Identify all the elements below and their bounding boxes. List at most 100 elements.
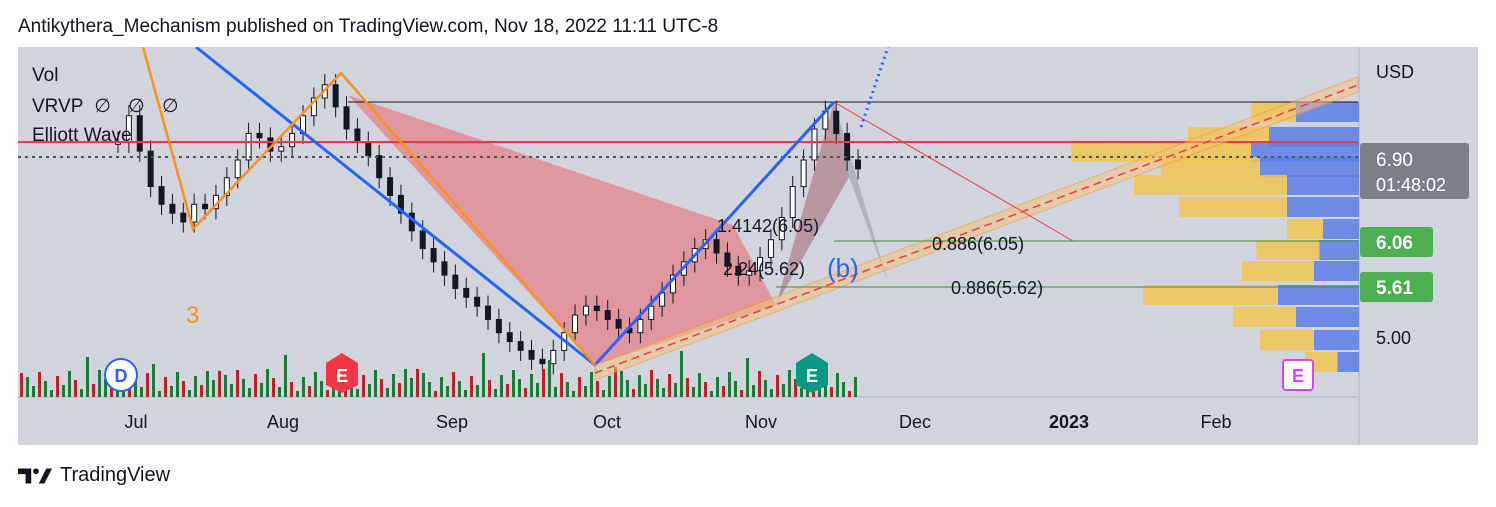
volume-profile-down bbox=[1179, 197, 1287, 217]
x-tick-label: Nov bbox=[745, 412, 777, 432]
price-chart[interactable]: 1.4142(6.05) 2.24(5.62) 0.886(6.05) 0.886(5… bbox=[18, 47, 1478, 445]
volume-bar bbox=[506, 384, 509, 397]
volume-bar bbox=[320, 381, 323, 397]
volume-bar bbox=[170, 386, 173, 397]
volume-bar bbox=[524, 388, 527, 397]
volume-bar bbox=[164, 377, 167, 397]
volume-bar bbox=[680, 351, 683, 397]
volume-bar bbox=[242, 379, 245, 397]
volume-bar bbox=[542, 369, 545, 397]
candle-body bbox=[474, 296, 481, 307]
volume-bar bbox=[596, 381, 599, 397]
volume-bar bbox=[386, 388, 389, 397]
legend-vol[interactable]: Vol bbox=[32, 65, 59, 86]
footer-brand[interactable]: TradingView bbox=[18, 464, 170, 487]
volume-bar bbox=[44, 381, 47, 397]
volume-bar bbox=[92, 384, 95, 397]
volume-bar bbox=[416, 369, 419, 397]
visibility-icons[interactable]: ∅ ∅ ∅ bbox=[94, 96, 185, 117]
volume-bar bbox=[626, 380, 629, 397]
volume-bar bbox=[746, 358, 749, 397]
volume-bar bbox=[500, 375, 503, 397]
wave-3-label: 3 bbox=[186, 302, 199, 329]
volume-bar bbox=[620, 371, 623, 397]
volume-bar bbox=[728, 372, 731, 397]
volume-bar bbox=[428, 382, 431, 397]
volume-profile-up bbox=[1296, 307, 1359, 327]
volume-bar bbox=[368, 384, 371, 397]
volume-bar bbox=[686, 378, 689, 397]
volume-bar bbox=[488, 380, 491, 397]
candle-body bbox=[757, 256, 764, 272]
volume-bar bbox=[326, 390, 329, 397]
candle-body bbox=[572, 314, 579, 334]
projection-arrow bbox=[833, 101, 1074, 242]
volume-profile-up bbox=[1323, 219, 1359, 239]
volume-bar bbox=[74, 380, 77, 397]
event-letter: E bbox=[1292, 366, 1304, 386]
volume-bar bbox=[578, 377, 581, 397]
volume-profile-up bbox=[1287, 197, 1359, 217]
volume-bar bbox=[260, 383, 263, 397]
volume-bar bbox=[182, 381, 185, 397]
volume-bar bbox=[740, 390, 743, 397]
volume-bar bbox=[26, 377, 29, 397]
volume-profile-down bbox=[1242, 261, 1314, 281]
volume-bar bbox=[554, 387, 557, 397]
volume-bar bbox=[530, 374, 533, 397]
volume-profile-down bbox=[1233, 307, 1296, 327]
volume-bar bbox=[206, 371, 209, 397]
tradingview-logo-icon bbox=[18, 467, 52, 484]
candle-body bbox=[223, 177, 230, 196]
volume-bar bbox=[38, 372, 41, 397]
x-tick-label: 2023 bbox=[1049, 412, 1089, 432]
volume-profile-up bbox=[1314, 261, 1359, 281]
volume-bar bbox=[134, 378, 137, 397]
volume-bar bbox=[158, 391, 161, 397]
candle-body bbox=[844, 132, 851, 161]
volume-bar bbox=[452, 372, 455, 397]
candle-body bbox=[495, 318, 502, 334]
candle-body bbox=[789, 186, 796, 219]
volume-bar bbox=[548, 360, 551, 397]
volume-bar bbox=[638, 375, 641, 397]
fib-label-a: 1.4142(6.05) bbox=[717, 216, 819, 236]
volume-bar bbox=[236, 370, 239, 397]
legend-elliott[interactable]: Elliott Wave bbox=[32, 125, 132, 146]
volume-bar bbox=[674, 383, 677, 397]
chart-panel[interactable]: 1.4142(6.05) 2.24(5.62) 0.886(6.05) 0.886(5… bbox=[18, 47, 1478, 445]
volume-bar bbox=[476, 385, 479, 397]
volume-bar bbox=[560, 373, 563, 397]
candle-body bbox=[506, 332, 513, 343]
candle-body bbox=[637, 318, 644, 334]
volume-bar bbox=[494, 389, 497, 397]
volume-bar bbox=[200, 385, 203, 397]
volume-bar bbox=[278, 387, 281, 397]
volume-bar bbox=[32, 386, 35, 397]
level-badge-value: 6.06 bbox=[1376, 233, 1413, 254]
volume-bar bbox=[710, 391, 713, 397]
retracement-label-a: 0.886(6.05) bbox=[932, 234, 1024, 254]
candle-body bbox=[441, 261, 448, 276]
volume-bar bbox=[602, 390, 605, 397]
candle-body bbox=[517, 341, 524, 351]
candle-body bbox=[387, 177, 394, 196]
candle-body bbox=[289, 132, 296, 148]
volume-profile-up bbox=[1319, 240, 1359, 260]
volume-bar bbox=[668, 374, 671, 397]
volume-bar bbox=[302, 377, 305, 397]
volume-profile-down bbox=[1260, 330, 1314, 350]
last-price-badge bbox=[1360, 143, 1469, 199]
candle-body bbox=[202, 203, 209, 210]
volume-bar bbox=[434, 391, 437, 397]
volume-profile-down bbox=[1256, 240, 1320, 260]
candle-body bbox=[169, 203, 176, 214]
event-letter: E bbox=[336, 366, 348, 386]
candle-body bbox=[528, 349, 535, 360]
volume-bar bbox=[176, 372, 179, 397]
candle-body bbox=[376, 155, 383, 179]
legend-vrvp[interactable]: VRVP ∅ ∅ ∅ bbox=[32, 95, 185, 118]
volume-profile-up bbox=[1260, 157, 1359, 177]
candle-body bbox=[310, 97, 317, 117]
volume-bar bbox=[410, 378, 413, 397]
